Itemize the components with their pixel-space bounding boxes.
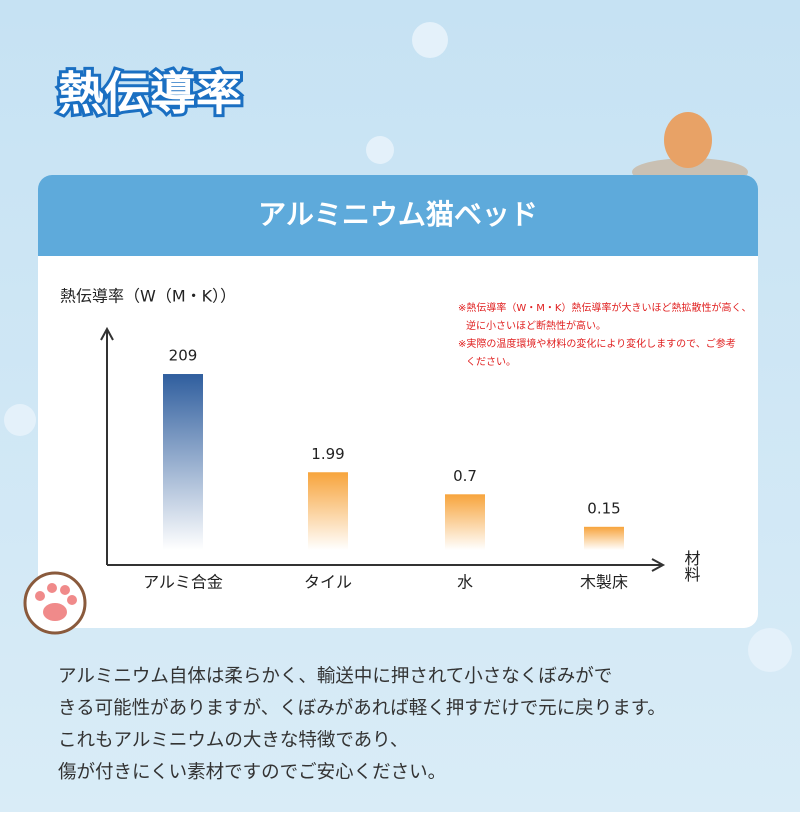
body-line: これもアルミニウムの大きな特徴であり、 <box>58 730 408 751</box>
x-tick-label: 木製床 <box>580 573 628 592</box>
bar <box>445 494 485 550</box>
body-line: 傷が付きにくい素材ですのでご安心ください。 <box>58 762 446 783</box>
card <box>38 175 758 628</box>
body-line: きる可能性がありますが、くぼみがあれば軽く押すだけで元に戻ります。 <box>58 698 666 719</box>
y-axis-label: 熱伝導率（W（M・K）） <box>60 287 236 306</box>
value-label: 0.15 <box>587 499 620 517</box>
page-title: 熱伝導率 <box>58 67 242 121</box>
chart-title: アルミニウム猫ベッド <box>258 198 538 231</box>
bar <box>308 472 348 550</box>
note: ください。 <box>466 356 516 368</box>
body-line: アルミニウム自体は柔らかく、輸送中に押されて小さなくぼみがで <box>58 666 612 687</box>
value-label: 1.99 <box>311 445 344 463</box>
bar <box>163 374 203 550</box>
note: ※実際の温度環境や材料の変化により変化しますので、ご参考 <box>458 337 736 350</box>
note: 逆に小さいほど断熱性が高い。 <box>466 319 606 332</box>
note: ※熱伝導率（W・M・K）熱伝導率が大きいほど熱拡散性が高く、 <box>458 301 751 314</box>
x-tick-label: アルミ合金 <box>143 573 223 592</box>
value-label: 0.7 <box>453 467 477 485</box>
x-axis-label: 材料 <box>682 550 701 582</box>
cat-paw <box>23 571 87 635</box>
y-arrow <box>100 326 114 341</box>
value-label: 209 <box>169 347 198 365</box>
card-header <box>38 175 758 256</box>
decoration <box>4 22 792 672</box>
x-tick-label: 水 <box>457 573 473 592</box>
x-arrow <box>651 558 666 572</box>
x-tick-label: タイル <box>304 573 352 592</box>
bar <box>584 526 624 550</box>
